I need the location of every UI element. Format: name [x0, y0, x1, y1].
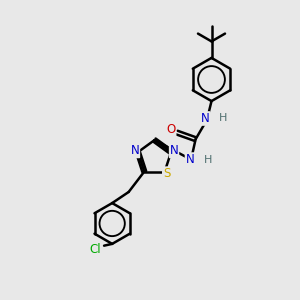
Text: N: N	[130, 144, 139, 158]
Text: N: N	[185, 153, 194, 166]
Text: H: H	[203, 154, 212, 165]
Text: Cl: Cl	[89, 243, 101, 256]
Text: H: H	[219, 113, 228, 123]
Text: N: N	[201, 112, 210, 125]
Text: S: S	[163, 167, 170, 180]
Text: N: N	[170, 144, 178, 158]
Text: O: O	[167, 123, 176, 136]
